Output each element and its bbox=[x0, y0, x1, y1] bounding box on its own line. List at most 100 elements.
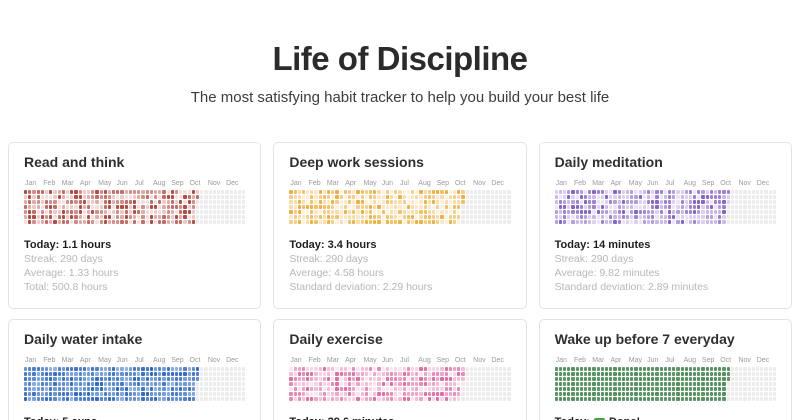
heatmap-cell bbox=[162, 397, 166, 401]
heatmap-cell bbox=[390, 195, 394, 199]
heatmap-cell bbox=[406, 382, 410, 386]
heatmap-cell bbox=[293, 387, 297, 391]
heatmap-cell bbox=[579, 367, 584, 371]
heatmap-cell bbox=[191, 377, 195, 381]
heatmap-cell bbox=[369, 382, 373, 386]
heatmap-cell bbox=[233, 392, 237, 396]
habit-heatmap[interactable] bbox=[554, 190, 776, 224]
heatmap-cell bbox=[141, 392, 145, 396]
heatmap-cell bbox=[82, 200, 86, 204]
heatmap-cell bbox=[170, 387, 174, 391]
heatmap-cell bbox=[684, 215, 688, 219]
heatmap-cell bbox=[444, 377, 448, 381]
heatmap-cell bbox=[86, 392, 91, 396]
heatmap-cell bbox=[579, 377, 584, 381]
heatmap-cell bbox=[86, 205, 91, 209]
habit-card[interactable]: Daily meditation Jan Feb Mar Apr May Jun Jul Au… bbox=[538, 142, 792, 309]
heatmap-cell bbox=[634, 200, 638, 204]
heatmap-cell bbox=[747, 397, 751, 401]
heatmap-cell bbox=[709, 382, 714, 386]
heatmap-cell bbox=[634, 392, 638, 396]
heatmap-cell bbox=[120, 200, 124, 204]
habit-heatmap[interactable] bbox=[289, 190, 511, 224]
heatmap-cell bbox=[596, 387, 600, 391]
habit-card[interactable]: Daily exercise Jan Feb Mar Apr May Jun Jul Aug S… bbox=[273, 319, 527, 420]
heatmap-cell bbox=[187, 367, 191, 371]
heatmap-cell bbox=[756, 387, 760, 391]
heatmap-cell bbox=[78, 210, 82, 214]
heatmap-cell bbox=[625, 195, 630, 199]
month-label: Jun bbox=[647, 357, 659, 364]
habit-card[interactable]: Daily water intake Jan Feb Mar Apr May Jun Jul… bbox=[8, 319, 262, 420]
heatmap-cell bbox=[212, 215, 216, 219]
heatmap-cell bbox=[53, 215, 57, 219]
heatmap-cell bbox=[452, 387, 457, 391]
heatmap-cell bbox=[444, 392, 448, 396]
habit-card[interactable]: Wake up before 7 everyday Jan Feb Mar Apr Ma… bbox=[538, 319, 792, 420]
heatmap-cell bbox=[310, 210, 314, 214]
heatmap-cell bbox=[588, 200, 592, 204]
heatmap-cell bbox=[457, 392, 461, 396]
heatmap-cell bbox=[149, 367, 154, 371]
heatmap-cell bbox=[297, 220, 301, 224]
heatmap-cell bbox=[688, 190, 693, 194]
heatmap-cell bbox=[722, 215, 726, 219]
heatmap-cell bbox=[676, 190, 680, 194]
heatmap-cell bbox=[191, 210, 195, 214]
heatmap-cell bbox=[112, 190, 116, 194]
heatmap-cell bbox=[651, 382, 655, 386]
heatmap-cell bbox=[617, 205, 621, 209]
month-label: Nov bbox=[738, 357, 751, 364]
heatmap-cell bbox=[563, 205, 567, 209]
heatmap-cell bbox=[116, 200, 120, 204]
month-label: Mar bbox=[61, 357, 74, 364]
heatmap-cell bbox=[494, 205, 499, 209]
heatmap-cell bbox=[490, 205, 494, 209]
heatmap-cell bbox=[688, 367, 693, 371]
habit-heatmap[interactable] bbox=[24, 190, 246, 224]
heatmap-cell bbox=[65, 205, 70, 209]
heatmap-cell bbox=[297, 205, 301, 209]
heatmap-cell bbox=[61, 387, 65, 391]
habit-heatmap[interactable] bbox=[24, 367, 246, 401]
heatmap-cell bbox=[128, 372, 133, 376]
habit-heatmap[interactable] bbox=[554, 367, 776, 401]
heatmap-cell bbox=[112, 215, 116, 219]
heatmap-cell bbox=[714, 377, 718, 381]
heatmap-cell bbox=[718, 377, 722, 381]
heatmap-cell bbox=[507, 372, 511, 376]
heatmap-cell bbox=[390, 382, 394, 386]
heatmap-cell bbox=[352, 210, 356, 214]
heatmap-cell bbox=[634, 215, 638, 219]
heatmap-cell bbox=[567, 382, 571, 386]
heatmap-cell bbox=[772, 397, 776, 401]
heatmap-cell bbox=[191, 397, 195, 401]
heatmap-cell bbox=[327, 190, 331, 194]
heatmap-cell bbox=[705, 210, 709, 214]
heatmap-cell bbox=[617, 190, 621, 194]
heatmap-cell bbox=[208, 200, 212, 204]
habit-heatmap[interactable] bbox=[289, 367, 511, 401]
heatmap-cell bbox=[183, 377, 187, 381]
month-label: Mar bbox=[326, 357, 339, 364]
heatmap-cell bbox=[233, 377, 237, 381]
heatmap-cell bbox=[112, 382, 116, 386]
heatmap-cell bbox=[44, 392, 49, 396]
heatmap-cell bbox=[419, 392, 423, 396]
heatmap-cell bbox=[369, 210, 373, 214]
heatmap-cell bbox=[693, 392, 697, 396]
heatmap-cell bbox=[567, 372, 571, 376]
heatmap-cell bbox=[310, 382, 314, 386]
heatmap-cell bbox=[642, 367, 646, 371]
heatmap-cell bbox=[667, 205, 672, 209]
heatmap-cell bbox=[457, 190, 461, 194]
heatmap-cell bbox=[28, 372, 32, 376]
heatmap-cell bbox=[688, 200, 693, 204]
heatmap-cell bbox=[360, 220, 364, 224]
heatmap-cell bbox=[436, 200, 440, 204]
heatmap-cell bbox=[482, 372, 486, 376]
heatmap-cell bbox=[183, 210, 187, 214]
habit-card[interactable]: Read and think Jan Feb Mar Apr May Jun Jul Aug S… bbox=[8, 142, 262, 309]
habit-card[interactable]: Deep work sessions Jan Feb Mar Apr May Jun Jul… bbox=[273, 142, 527, 309]
heatmap-cell bbox=[322, 200, 327, 204]
